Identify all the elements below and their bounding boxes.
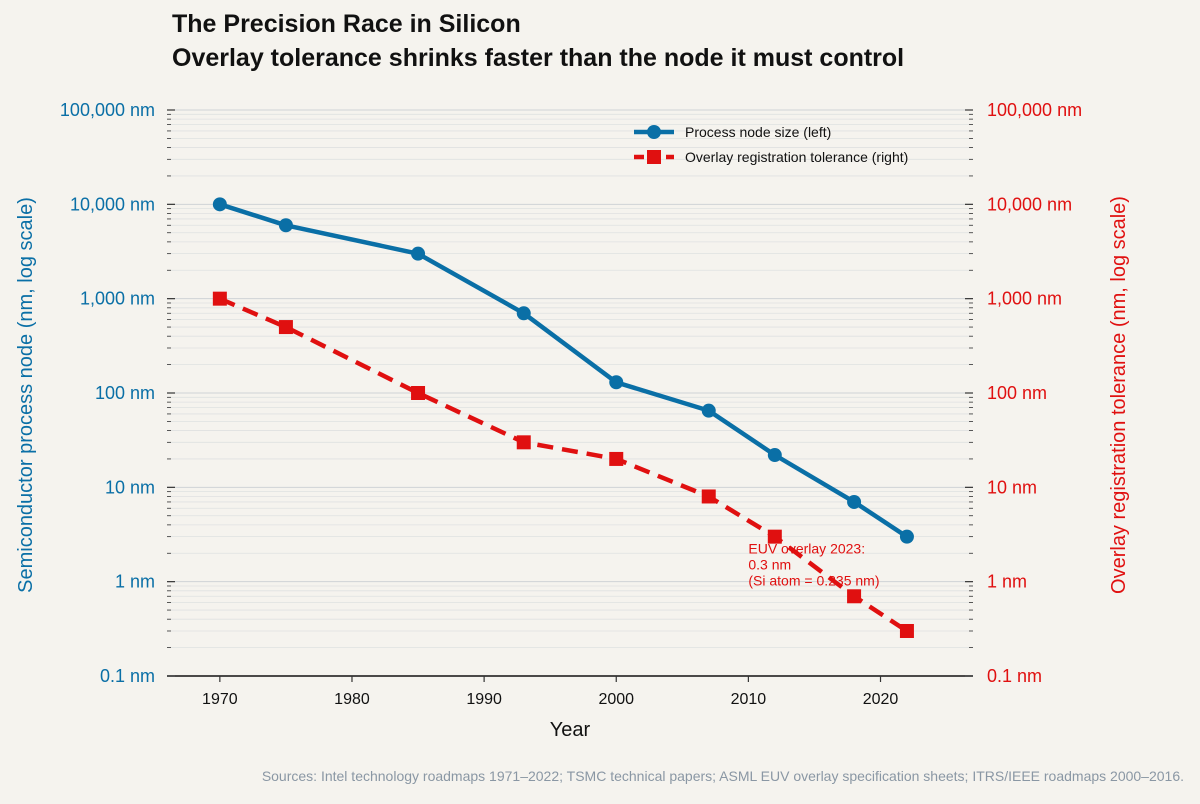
axes: 0.1 nm 0.1 nm 1 nm 1 nm 10 nm 10 nm 100 nm 100 …	[15, 100, 1130, 741]
data-point	[609, 451, 624, 466]
y-tick-label-left: 1,000 nm	[80, 289, 155, 309]
series-left	[212, 197, 914, 544]
x-tick-label: 1990	[466, 691, 502, 708]
legend-entry: Process node size (left)	[634, 124, 831, 140]
data-point	[899, 623, 914, 638]
legend: Process node size (left) Overlay registra…	[634, 124, 908, 165]
data-point	[516, 306, 531, 321]
chart-title: The Precision Race in Silicon	[172, 10, 521, 38]
y-axis-label-left: Semiconductor process node (nm, log scal…	[15, 197, 37, 593]
x-tick-label: 2010	[731, 691, 767, 708]
x-axis-label: Year	[550, 719, 591, 741]
annotation-layer: EUV overlay 2023:0.3 nm(Si atom = 0.235 …	[748, 540, 879, 588]
y-tick-label-left: 10 nm	[105, 477, 155, 497]
annotation-text: EUV overlay 2023:	[748, 540, 865, 556]
data-point	[701, 489, 716, 504]
data-point	[212, 291, 227, 306]
legend-marker	[647, 150, 661, 164]
x-tick-label: 2000	[598, 691, 634, 708]
data-point	[278, 320, 293, 335]
data-point	[847, 589, 862, 604]
data-point	[767, 529, 782, 544]
y-tick-label-left: 1 nm	[115, 572, 155, 592]
data-point	[212, 197, 227, 212]
data-point	[609, 375, 624, 390]
y-axis-label-right: Overlay registration tolerance (nm, log …	[1108, 196, 1130, 594]
y-tick-label-right: 1,000 nm	[987, 289, 1062, 309]
y-tick-label-right: 10,000 nm	[987, 194, 1072, 214]
y-tick-label-left: 100,000 nm	[60, 100, 155, 120]
y-tick-label-right: 100 nm	[987, 383, 1047, 403]
data-point	[701, 403, 716, 418]
y-tick-label-right: 0.1 nm	[987, 666, 1042, 686]
annotation-text: (Si atom = 0.235 nm)	[748, 572, 879, 588]
data-point	[411, 386, 426, 400]
y-tick-label-left: 0.1 nm	[100, 666, 155, 686]
data-point	[411, 246, 426, 261]
series-right	[212, 291, 914, 638]
legend-marker	[647, 125, 661, 139]
annotation-text: 0.3 nm	[748, 556, 791, 572]
x-tick-label: 1970	[202, 691, 238, 708]
x-tick-label: 1980	[334, 691, 370, 708]
y-tick-label-right: 10 nm	[987, 477, 1037, 497]
chart-subtitle: Overlay tolerance shrinks faster than th…	[172, 44, 905, 72]
legend-label: Overlay registration tolerance (right)	[685, 149, 908, 165]
y-tick-label-left: 10,000 nm	[70, 194, 155, 214]
y-tick-label-left: 100 nm	[95, 383, 155, 403]
legend-label: Process node size (left)	[685, 124, 831, 140]
data-point	[767, 448, 782, 463]
series-layer	[212, 197, 914, 638]
y-tick-label-right: 1 nm	[987, 572, 1027, 592]
data-point	[278, 218, 293, 233]
source-note: Sources: Intel technology roadmaps 1971–…	[261, 768, 1184, 784]
grid-lines	[167, 109, 973, 677]
data-point	[847, 494, 862, 509]
legend-entry: Overlay registration tolerance (right)	[634, 149, 908, 165]
x-tick-label: 2020	[863, 691, 899, 708]
data-point	[516, 435, 531, 450]
y-tick-label-right: 100,000 nm	[987, 100, 1082, 120]
data-point	[899, 529, 914, 544]
